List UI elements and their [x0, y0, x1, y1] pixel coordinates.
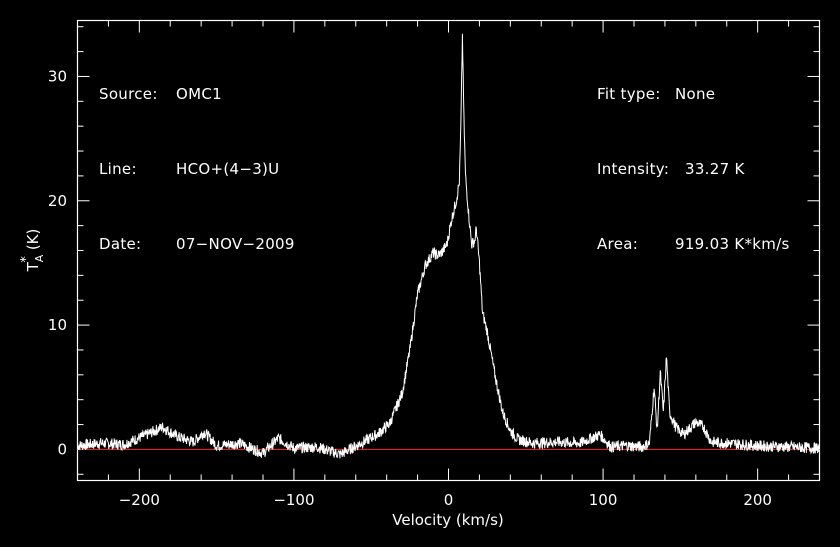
y-axis-label-sup: * [19, 256, 34, 263]
area-value: 919.03 K*km/s [675, 235, 790, 253]
y-axis-label-unit: (K) [24, 229, 42, 251]
x-tick-label: 100 [589, 491, 618, 509]
area-label: Area: [597, 235, 639, 253]
source-label: Source: [99, 85, 158, 103]
intensity-label: Intensity: [597, 160, 670, 178]
y-tick-label: 30 [48, 67, 67, 85]
line-value: HCO+(4−3)U [176, 160, 280, 178]
intensity-value: 33.27 K [685, 160, 745, 178]
y-axis-label: TA* (K) [19, 229, 46, 273]
axis-tick-labels: −200 −100 0 100 200 0 10 20 30 [48, 67, 772, 509]
info-row-fit-type: Fit type: None [597, 82, 790, 107]
fit-type-label: Fit type: [597, 85, 661, 103]
info-row-source: Source: OMC1 [99, 82, 295, 107]
x-axis-label: Velocity (km/s) [392, 511, 503, 529]
x-tick-label: −100 [273, 491, 314, 509]
y-tick-label: 10 [48, 316, 67, 334]
info-row-date: Date: 07−NOV−2009 [99, 232, 295, 257]
date-value: 07−NOV−2009 [176, 235, 295, 253]
date-label: Date: [99, 235, 142, 253]
source-value: OMC1 [176, 85, 222, 103]
y-tick-label: 20 [48, 192, 67, 210]
y-axis-label-sub: A [33, 254, 46, 262]
info-row-area: Area: 919.03 K*km/s [597, 232, 790, 257]
x-tick-label: 200 [743, 491, 772, 509]
x-tick-label: 0 [444, 491, 454, 509]
info-row-intensity: Intensity: 33.27 K [597, 157, 790, 182]
axis-ticks [77, 20, 820, 481]
fit-type-value: None [675, 85, 716, 103]
info-right-block: Fit type: None Intensity: 33.27 K Area: … [597, 32, 790, 282]
spectrum-line [77, 33, 820, 459]
line-label: Line: [99, 160, 137, 178]
info-left-block: Source: OMC1 Line: HCO+(4−3)U Date: 07−N… [99, 32, 295, 282]
y-tick-label: 0 [57, 440, 67, 458]
x-tick-label: −200 [119, 491, 160, 509]
y-axis-label-main: T [24, 261, 42, 272]
info-row-line: Line: HCO+(4−3)U [99, 157, 295, 182]
